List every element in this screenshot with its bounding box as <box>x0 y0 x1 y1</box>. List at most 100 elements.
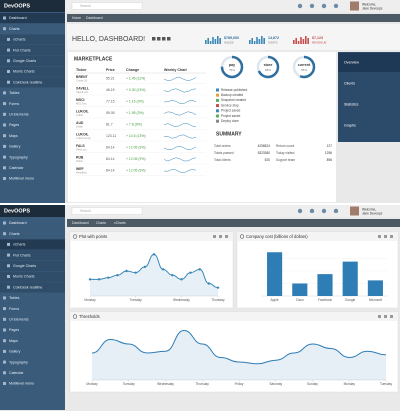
stat-sparkbar <box>263 38 265 44</box>
welcome: Welcome, <box>362 2 376 6</box>
menu-item[interactable] <box>0 378 65 389</box>
menu-item[interactable] <box>0 66 65 77</box>
x-tick-label: Microsoft <box>369 298 382 302</box>
gauge-label: 68% <box>265 68 271 72</box>
panel-control[interactable] <box>378 235 381 238</box>
menu-item[interactable] <box>0 292 65 304</box>
panel-control[interactable] <box>219 235 222 238</box>
header-icon[interactable] <box>333 3 339 9</box>
tab[interactable] <box>338 53 400 72</box>
social-icon[interactable] <box>157 37 161 41</box>
data-point <box>143 265 147 269</box>
event-label: Release published <box>221 88 247 92</box>
stat-sparkbar <box>300 37 302 44</box>
menu-item[interactable] <box>0 228 65 239</box>
menu-item[interactable] <box>0 98 65 109</box>
tab[interactable] <box>338 74 400 93</box>
social-icon[interactable] <box>152 37 156 41</box>
menu-item[interactable] <box>0 55 65 66</box>
event-label: Project saved <box>221 114 241 118</box>
social-icon[interactable] <box>162 37 166 41</box>
menu-icon <box>7 80 10 84</box>
avatar[interactable] <box>350 206 359 216</box>
change: + 14.5 (13%) <box>126 134 146 138</box>
menu-label: Typography <box>9 360 28 364</box>
menu-label: Calendar <box>9 371 24 375</box>
header-icon[interactable] <box>297 208 303 214</box>
change: + 7.8 (9%) <box>126 122 142 126</box>
menu-item[interactable] <box>0 335 65 346</box>
ticker-name: Dollar <box>76 124 83 128</box>
avatar[interactable] <box>350 1 359 11</box>
menu-item[interactable] <box>0 325 65 336</box>
menu-icon <box>3 221 6 225</box>
summary-title: SUMMARY <box>216 131 242 137</box>
header-icon[interactable] <box>297 3 303 9</box>
menu-item[interactable] <box>0 13 65 24</box>
header-icon[interactable] <box>333 208 339 214</box>
menu-icon <box>7 48 10 52</box>
panel-control[interactable] <box>390 315 393 318</box>
sparkline <box>163 134 197 139</box>
event-marker <box>216 119 219 123</box>
menu-item[interactable] <box>0 239 65 250</box>
panel-control[interactable] <box>384 315 387 318</box>
price: 77.15 <box>106 99 115 103</box>
menu-item[interactable] <box>0 77 65 88</box>
menu-icon <box>3 166 6 170</box>
search-box[interactable] <box>71 207 143 215</box>
menu-item[interactable] <box>0 357 65 368</box>
search-box[interactable] <box>71 2 143 10</box>
tab[interactable] <box>338 95 400 114</box>
data-point <box>152 253 156 256</box>
menu-item[interactable] <box>0 162 65 173</box>
menu-item[interactable] <box>0 218 65 229</box>
header-icon[interactable] <box>321 3 327 9</box>
price: 81.7 <box>106 122 113 126</box>
bar <box>317 274 333 296</box>
menu-item[interactable] <box>0 250 65 261</box>
menu-item[interactable] <box>0 109 65 120</box>
menu-item[interactable] <box>0 271 65 282</box>
menu-item[interactable] <box>0 120 65 131</box>
menu-item[interactable] <box>0 260 65 271</box>
panel-control[interactable] <box>384 235 387 238</box>
header-icon[interactable] <box>321 208 327 214</box>
panel-control[interactable] <box>225 235 228 238</box>
menu-item[interactable] <box>0 152 65 163</box>
header-icon[interactable] <box>309 208 315 214</box>
menu-item[interactable] <box>0 34 65 45</box>
menu-label: Google Charts <box>13 264 36 268</box>
menu-item[interactable] <box>0 314 65 325</box>
menu-item[interactable] <box>0 130 65 141</box>
summary-key: Today visited <box>276 151 295 155</box>
menu-item[interactable] <box>0 282 65 293</box>
menu-item[interactable] <box>0 367 65 378</box>
menu-item[interactable] <box>0 45 65 56</box>
event-label: Project saved <box>221 109 241 113</box>
menu-item[interactable] <box>0 23 65 34</box>
data-point <box>88 278 92 281</box>
menu-label: Morris Charts <box>13 275 35 279</box>
menu-item[interactable] <box>0 346 65 357</box>
menu-item[interactable] <box>0 141 65 152</box>
tab[interactable] <box>338 116 400 135</box>
stat-sparkbar <box>214 39 217 44</box>
header-icon[interactable] <box>309 3 315 9</box>
panel-control[interactable] <box>213 235 216 238</box>
sparkline <box>163 168 197 173</box>
social-icon[interactable] <box>167 37 171 41</box>
menu-item[interactable] <box>0 303 65 314</box>
event-marker <box>216 93 219 97</box>
menu-item[interactable] <box>0 173 65 184</box>
user-name: Jane Devoops <box>362 211 383 215</box>
menu-item[interactable] <box>0 87 65 99</box>
chart-panel <box>69 311 399 393</box>
panel-control[interactable] <box>378 315 381 318</box>
x-tick-label: Monday <box>344 382 356 386</box>
menu-icon <box>3 382 6 385</box>
menu-icon <box>3 307 6 311</box>
panel-control[interactable] <box>390 235 393 238</box>
menu-icon <box>3 177 6 180</box>
tab-label: Clients <box>344 81 355 85</box>
